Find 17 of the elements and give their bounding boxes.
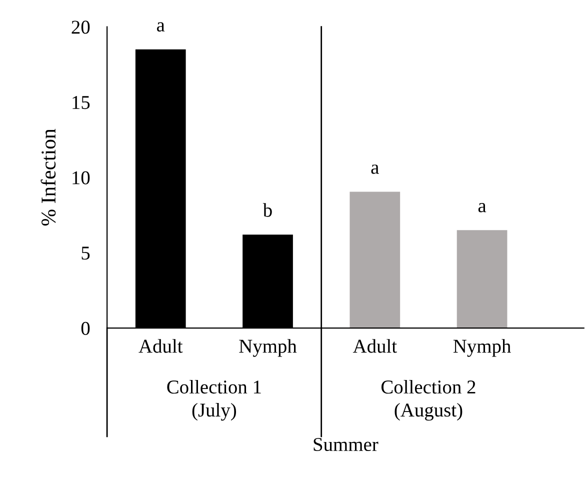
annotation: a: [156, 22, 165, 32]
y-tick-label: 15: [72, 96, 90, 110]
x-axis-title: Summer: [314, 438, 378, 452]
y-tick-label: 10: [72, 171, 90, 184]
annotation: a: [371, 164, 379, 174]
y-tick-label: 0: [81, 322, 90, 335]
text: Collection 2 (August): [381, 380, 476, 421]
y-tick-label: 20: [72, 20, 90, 34]
annotation: a: [478, 202, 486, 212]
x-tick-label: Nymph: [239, 339, 297, 357]
y-tick-label: 5: [82, 246, 90, 260]
x-tick-label: Adult: [138, 339, 183, 353]
x-tick-label: Adult: [352, 339, 397, 353]
x-tick-label: Nymph: [453, 339, 511, 357]
annotation: b: [262, 203, 272, 217]
text: Collection 1 (July): [167, 380, 261, 421]
y-axis-title: % Infection: [40, 128, 56, 226]
